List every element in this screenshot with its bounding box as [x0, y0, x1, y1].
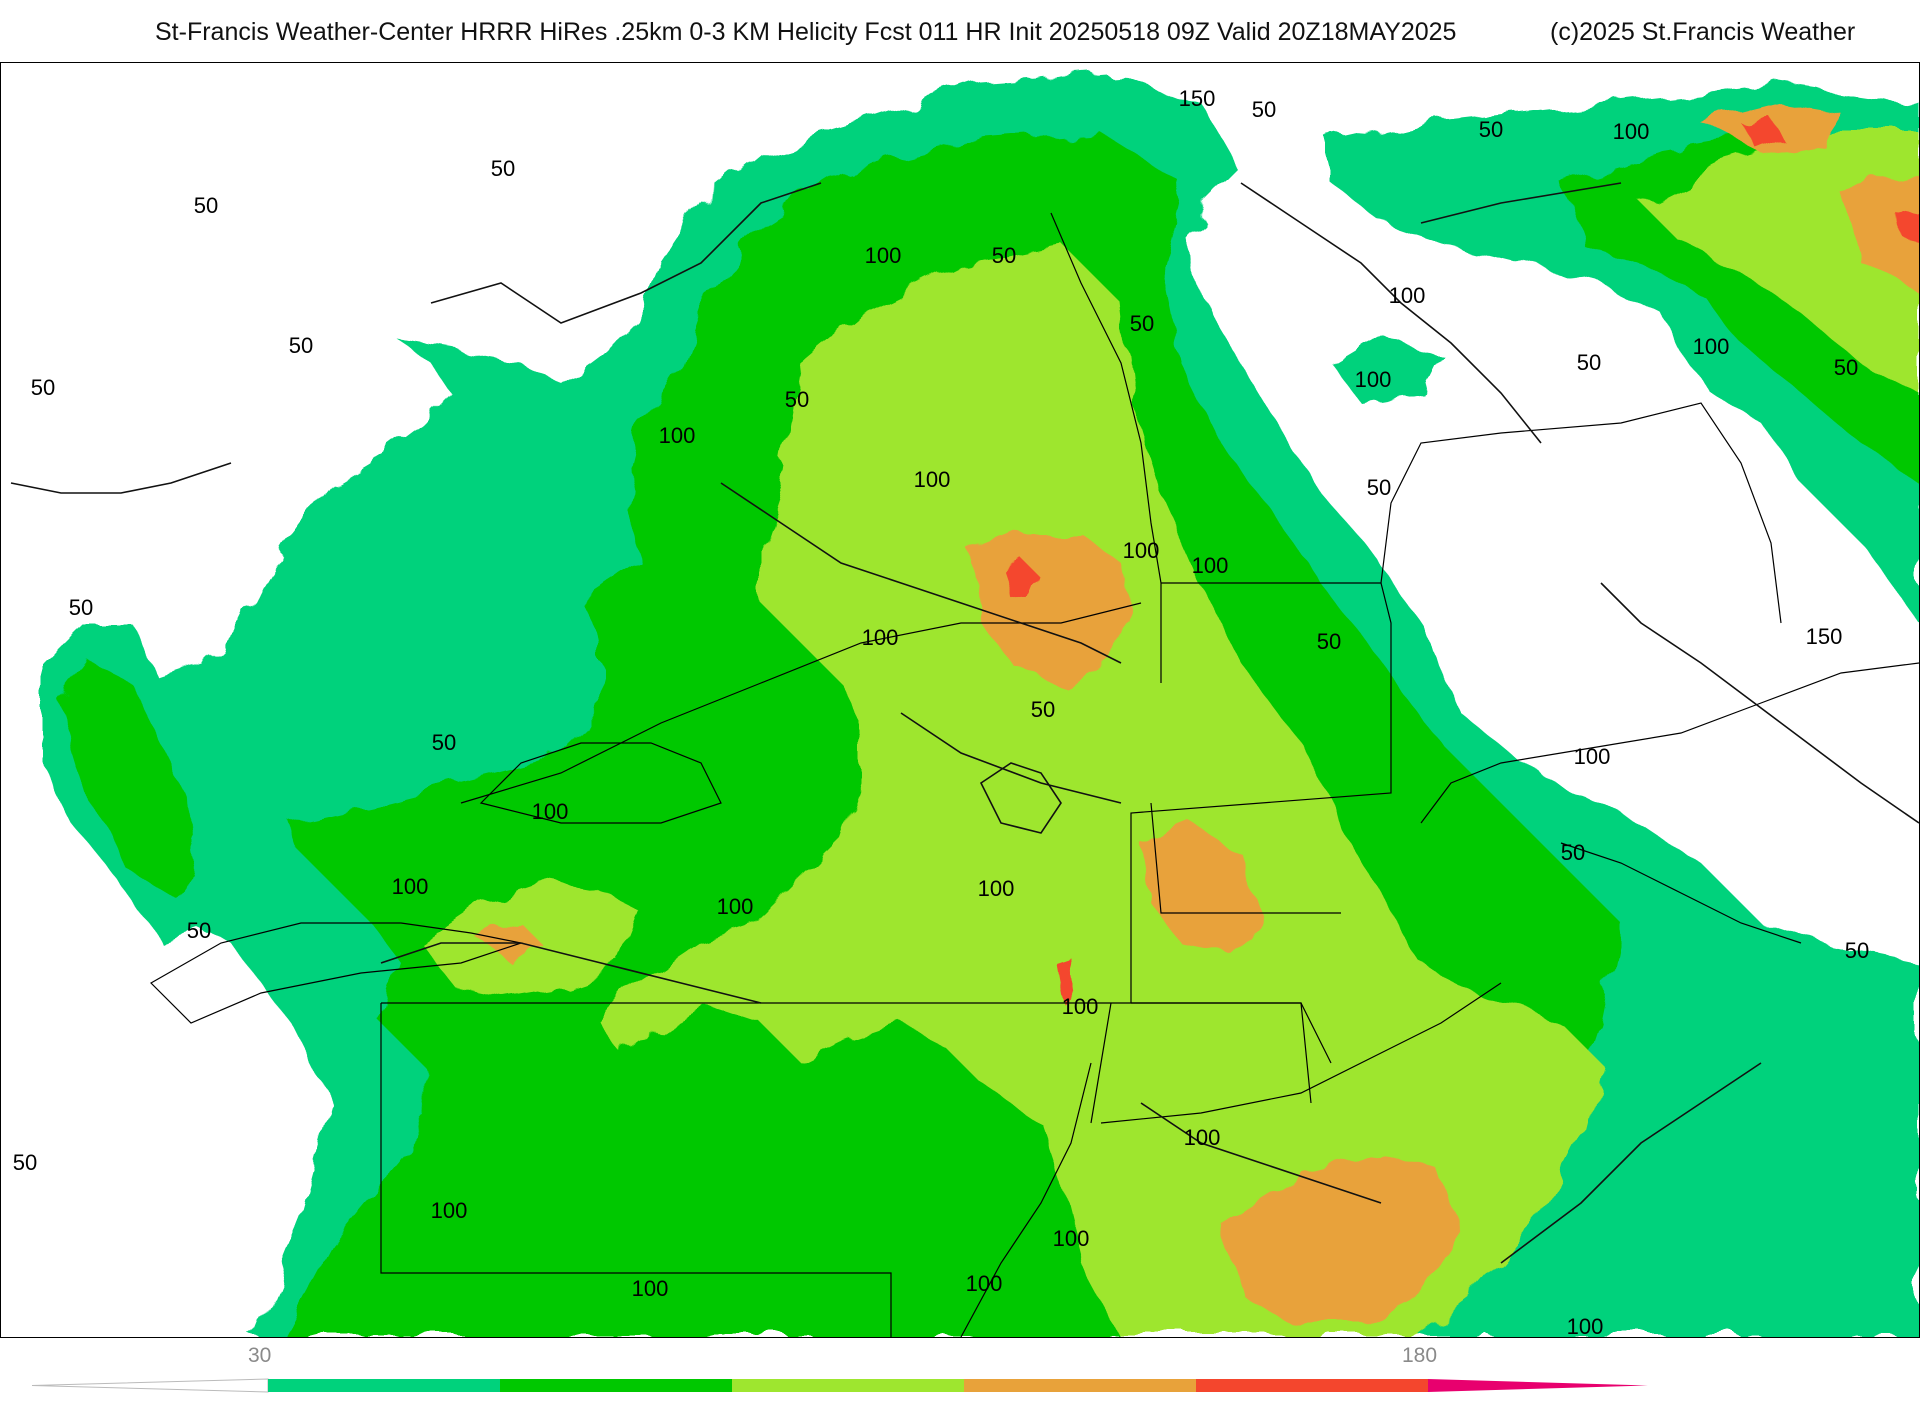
contour-label: 50 [1031, 697, 1055, 722]
international-boundary [460, 602, 1142, 804]
contour-label: 50 [1479, 117, 1503, 142]
helicity-map[interactable]: 150 50 50 100 50 50 100 50 100 50 50 100 50 50 100 50 50… [1, 63, 1919, 1337]
colorbar-tick-label: 30 [248, 1344, 272, 1367]
coastline [960, 1062, 1092, 1337]
contour-50 [1600, 582, 1919, 824]
contour-label: 100 [1062, 994, 1099, 1019]
contour-label: 150 [1806, 624, 1843, 649]
contour-label: 100 [431, 1198, 468, 1223]
contour-label: 50 [1130, 311, 1154, 336]
contour-label: 100 [1567, 1314, 1604, 1337]
colorbar-segment [732, 1379, 964, 1392]
contour-label: 50 [13, 1150, 37, 1175]
contour-label: 100 [1184, 1125, 1221, 1150]
contour-label: 100 [1574, 744, 1611, 769]
contour-150 [979, 762, 1062, 834]
helicity-band-red-north [1001, 558, 1041, 603]
river [1050, 212, 1162, 683]
coastline [1560, 842, 1802, 944]
contour-50 [1500, 1062, 1762, 1264]
contour-label: 50 [1834, 355, 1858, 380]
contour-label: 50 [194, 193, 218, 218]
contour-label: 100 [532, 799, 569, 824]
contour-label: 100 [1355, 367, 1392, 392]
contour-label: 100 [914, 467, 951, 492]
contour-100 [720, 482, 1122, 664]
colorbar-tick-label: 180 [1402, 1344, 1438, 1367]
contour-label: 100 [865, 243, 902, 268]
contour-100 [1420, 182, 1622, 224]
helicity-band-lime [601, 243, 1601, 1337]
state-boundary [1131, 1002, 1312, 1104]
contour-label: 50 [31, 375, 55, 400]
contour-label: 100 [1123, 538, 1160, 563]
contour-label: 150 [1179, 86, 1216, 111]
helicity-band-orange-east-edge [1841, 173, 1919, 293]
contour-label: 50 [69, 595, 93, 620]
colorbar-under-arrow [31, 1378, 269, 1393]
state-boundary [1130, 582, 1392, 1003]
contour-label: 50 [1317, 629, 1341, 654]
contour-label: 100 [1693, 334, 1730, 359]
colorbar-segment [500, 1379, 732, 1392]
helicity-band-teal-north [1331, 333, 1441, 403]
contour-label: 50 [1845, 938, 1869, 963]
helicity-band-teal-southeast [1661, 1143, 1919, 1337]
contour-label: 50 [785, 387, 809, 412]
colorbar-segment [964, 1379, 1196, 1392]
contour-label: 50 [289, 333, 313, 358]
colorbar-graphic [31, 1378, 1648, 1393]
contour-label: 100 [659, 423, 696, 448]
contour-label: 50 [491, 156, 515, 181]
contour-label: 100 [1389, 283, 1426, 308]
map-panel[interactable]: 150 50 50 100 50 50 100 50 100 50 50 100 50 50 100 50 50… [0, 62, 1920, 1338]
contour-label: 100 [632, 1276, 669, 1301]
contour-100 [380, 942, 762, 1004]
colorbar-over-arrow [1428, 1379, 1648, 1392]
map-title: St-Francis Weather-Center HRRR HiRes .25… [155, 18, 1457, 46]
contour-50 [10, 462, 232, 494]
contour-label: 100 [862, 625, 899, 650]
colorbar-segment [1196, 1379, 1428, 1392]
contour-label: 100 [1613, 119, 1650, 144]
contour-50 [1240, 182, 1542, 444]
hudson-valley [1090, 1002, 1112, 1124]
helicity-band-green-west [61, 663, 201, 903]
coastline [1100, 982, 1502, 1124]
header: St-Francis Weather-Center HRRR HiRes .25… [0, 0, 1920, 62]
contour-label-layer: 150 50 50 100 50 50 100 50 100 50 50 100 50 50 100 50 50… [13, 86, 1869, 1337]
contour-100 [900, 712, 1122, 804]
helicity-band-red-northeast [1741, 118, 1781, 148]
lake-shore [479, 742, 722, 824]
copyright-notice: (c)2025 St.Francis Weather [1550, 18, 1856, 46]
contour-label: 100 [1192, 553, 1229, 578]
contour-label: 50 [992, 243, 1016, 268]
contour-label: 50 [187, 918, 211, 943]
contour-label: 100 [717, 894, 754, 919]
helicity-band-orange-south [1221, 1153, 1461, 1323]
helicity-band-red-east-edge [1896, 208, 1919, 238]
contour-label: 50 [432, 730, 456, 755]
contour-label: 100 [392, 874, 429, 899]
colorbar-legend: 30 180 [0, 1336, 1920, 1400]
state-boundary [1150, 802, 1341, 914]
boundary-lines [150, 212, 1919, 1337]
contour-label: 100 [966, 1271, 1003, 1296]
helicity-band-red-central [1056, 958, 1076, 1003]
contour-label: 50 [1561, 840, 1585, 865]
helicity-band-orange-central [1141, 823, 1261, 953]
contour-lines [10, 182, 1919, 1264]
state-boundary [1380, 402, 1782, 624]
contour-100 [1140, 1102, 1382, 1204]
helicity-fill-layer [41, 73, 1919, 1337]
coastline [1420, 662, 1919, 824]
state-boundary [380, 1003, 892, 1337]
contour-label: 50 [1577, 350, 1601, 375]
contour-label: 50 [1367, 475, 1391, 500]
contour-label: 50 [1252, 97, 1276, 122]
colorbar-segment [268, 1379, 500, 1392]
contour-label: 100 [1053, 1226, 1090, 1251]
contour-50 [430, 182, 822, 324]
contour-label: 100 [978, 876, 1015, 901]
